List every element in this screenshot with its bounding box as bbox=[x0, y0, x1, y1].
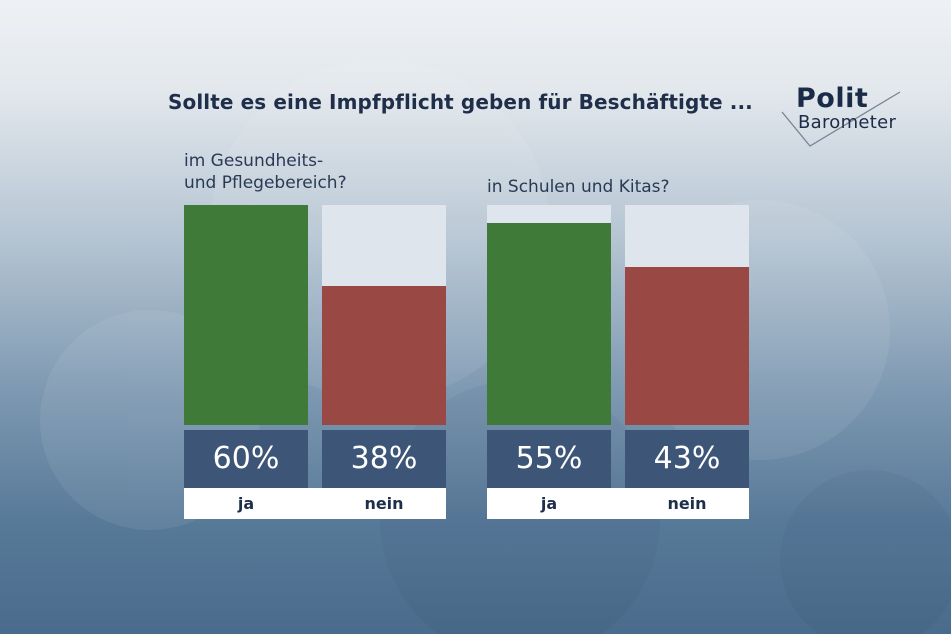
value-label-nein: 38% bbox=[322, 430, 446, 488]
bar-nein bbox=[322, 286, 446, 425]
value-label-ja: 60% bbox=[184, 430, 308, 488]
chart-panel-gesundheit: im Gesundheits- und Pflegebereich? 60% 3… bbox=[184, 150, 446, 520]
politbarometer-logo: Polit Barometer bbox=[780, 82, 910, 148]
chart-title: Sollte es eine Impfpflicht geben für Bes… bbox=[168, 90, 753, 114]
value-row: 55% 43% bbox=[487, 430, 749, 488]
bar-track-ja bbox=[487, 205, 611, 425]
category-row: ja nein bbox=[184, 488, 446, 519]
chart-panel-schulen: in Schulen und Kitas? 55% 43% ja nein bbox=[487, 150, 749, 520]
panel-title: im Gesundheits- und Pflegebereich? bbox=[184, 151, 347, 193]
bar-plot bbox=[487, 205, 749, 425]
category-label-ja: ja bbox=[237, 494, 255, 513]
logo-polit: Polit bbox=[796, 83, 869, 114]
value-row: 60% 38% bbox=[184, 430, 446, 488]
category-label-nein: nein bbox=[667, 494, 707, 513]
category-label-ja: ja bbox=[540, 494, 558, 513]
category-row: ja nein bbox=[487, 488, 749, 519]
value-label-ja: 55% bbox=[487, 430, 611, 488]
checkmark-icon bbox=[781, 91, 901, 147]
bar-ja bbox=[184, 205, 308, 425]
bar-nein bbox=[625, 267, 749, 425]
category-label-nein: nein bbox=[364, 494, 404, 513]
bar-track-ja bbox=[184, 205, 308, 425]
bar-plot bbox=[184, 205, 446, 425]
bar-ja bbox=[487, 223, 611, 425]
bar-track-nein bbox=[625, 205, 749, 425]
logo-barometer: Barometer bbox=[798, 112, 897, 133]
value-label-nein: 43% bbox=[625, 430, 749, 488]
panel-title: in Schulen und Kitas? bbox=[487, 177, 670, 197]
bar-track-nein bbox=[322, 205, 446, 425]
